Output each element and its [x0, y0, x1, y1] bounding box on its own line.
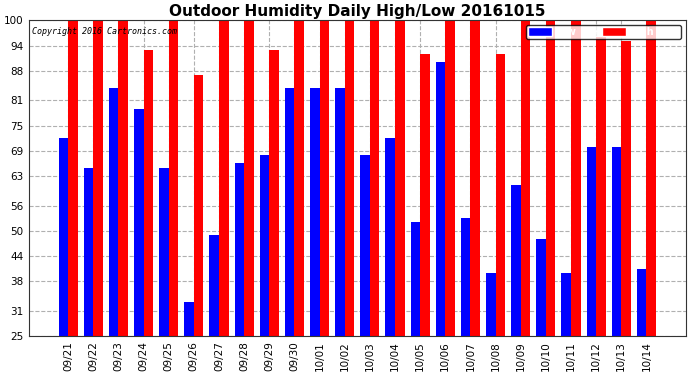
Bar	[562, 273, 571, 375]
Bar	[184, 302, 194, 375]
Bar	[395, 20, 404, 375]
Bar	[319, 20, 329, 375]
Title: Outdoor Humidity Daily High/Low 20161015: Outdoor Humidity Daily High/Low 20161015	[169, 4, 546, 19]
Bar	[59, 138, 68, 375]
Bar	[495, 54, 505, 375]
Bar	[209, 235, 219, 375]
Bar	[621, 41, 631, 375]
Bar	[235, 164, 244, 375]
Bar	[168, 20, 178, 375]
Bar	[586, 147, 596, 375]
Bar	[521, 20, 530, 375]
Bar	[546, 20, 555, 375]
Bar	[83, 168, 93, 375]
Bar	[596, 37, 606, 375]
Bar	[159, 168, 168, 375]
Bar	[370, 20, 380, 375]
Bar	[420, 54, 430, 375]
Bar	[295, 20, 304, 375]
Bar	[571, 20, 580, 375]
Bar	[285, 88, 295, 375]
Bar	[386, 138, 395, 375]
Bar	[68, 20, 78, 375]
Bar	[269, 50, 279, 375]
Bar	[144, 50, 153, 375]
Bar	[119, 20, 128, 375]
Bar	[411, 222, 420, 375]
Bar	[244, 20, 254, 375]
Bar	[93, 20, 103, 375]
Bar	[471, 20, 480, 375]
Bar	[461, 218, 471, 375]
Bar	[134, 109, 144, 375]
Bar	[219, 20, 228, 375]
Bar	[335, 88, 345, 375]
Legend: Low  (%), High  (%): Low (%), High (%)	[526, 25, 681, 39]
Bar	[435, 62, 445, 375]
Bar	[536, 239, 546, 375]
Bar	[511, 184, 521, 375]
Bar	[194, 75, 204, 375]
Bar	[310, 88, 319, 375]
Bar	[259, 155, 269, 375]
Bar	[612, 147, 621, 375]
Bar	[647, 20, 656, 375]
Bar	[486, 273, 495, 375]
Bar	[345, 20, 354, 375]
Bar	[109, 88, 119, 375]
Bar	[637, 269, 647, 375]
Bar	[360, 155, 370, 375]
Text: Copyright 2016 Cartronics.com: Copyright 2016 Cartronics.com	[32, 27, 177, 36]
Bar	[445, 20, 455, 375]
